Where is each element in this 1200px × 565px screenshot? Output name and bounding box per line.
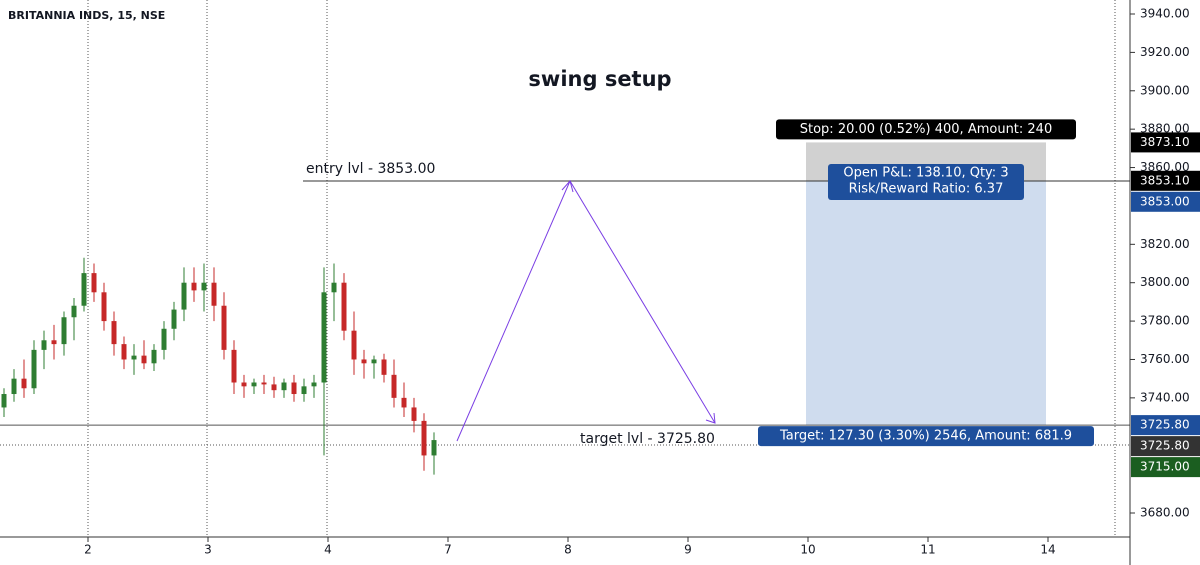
candle-body bbox=[141, 355, 147, 364]
candle-body bbox=[311, 382, 317, 387]
y-tick-label: 3680.00 bbox=[1140, 506, 1190, 520]
candle-body bbox=[21, 378, 27, 389]
pnl-label: Open P&L: 138.10, Qty: 3 bbox=[843, 165, 1008, 180]
price-tag bbox=[1131, 191, 1200, 212]
candle-body bbox=[211, 282, 217, 306]
price-tag-label: 3725.80 bbox=[1140, 439, 1190, 453]
x-tick-label: 9 bbox=[684, 543, 692, 557]
price-tag bbox=[1131, 132, 1200, 153]
candle-body bbox=[191, 282, 197, 291]
y-tick-label: 3880.00 bbox=[1140, 122, 1190, 136]
y-tick-label: 3920.00 bbox=[1140, 45, 1190, 59]
candle-body bbox=[391, 374, 397, 398]
candle-body bbox=[331, 282, 337, 293]
candle-body bbox=[261, 382, 267, 385]
y-tick-label: 3760.00 bbox=[1140, 352, 1190, 366]
x-tick-label: 4 bbox=[324, 543, 332, 557]
candle-body bbox=[411, 407, 417, 421]
y-tick-label: 3900.00 bbox=[1140, 83, 1190, 97]
candle-body bbox=[301, 386, 307, 395]
pnl-box bbox=[828, 163, 1024, 200]
candle-body bbox=[71, 305, 77, 318]
candle-body bbox=[121, 344, 127, 360]
price-tag bbox=[1131, 170, 1200, 191]
x-tick-label: 11 bbox=[920, 543, 935, 557]
candle-body bbox=[61, 317, 67, 345]
arrow-tip bbox=[561, 179, 574, 193]
target-label: target lvl - 3725.80 bbox=[580, 431, 715, 447]
price-tag bbox=[1131, 415, 1200, 436]
candle-body bbox=[401, 397, 407, 408]
candle-body bbox=[341, 282, 347, 331]
candle-body bbox=[421, 420, 427, 456]
target-text: Target: 127.30 (3.30%) 2546, Amount: 681… bbox=[779, 429, 1072, 444]
x-tick-label: 8 bbox=[564, 543, 572, 557]
candle-body bbox=[351, 330, 357, 360]
stop-label: Stop: 20.00 (0.52%) 400, Amount: 240 bbox=[800, 122, 1052, 137]
price-tag bbox=[1131, 436, 1200, 457]
price-tag-label: 3853.10 bbox=[1140, 173, 1190, 187]
candle-body bbox=[81, 273, 87, 306]
candle-body bbox=[41, 340, 47, 350]
target-zone bbox=[806, 180, 1046, 426]
y-tick-label: 3940.00 bbox=[1140, 7, 1190, 21]
x-tick-label: 10 bbox=[800, 543, 815, 557]
x-tick-label: 14 bbox=[1040, 543, 1055, 557]
y-tick-label: 3780.00 bbox=[1140, 314, 1190, 328]
plot-layer: entry lvl - 3853.00 target lvl - 3725.80 S… bbox=[0, 119, 1130, 475]
axis-layer: 3680.00 3740.00 3760.00 3780.00 3800.00 3820.… bbox=[84, 7, 1200, 557]
candle-body bbox=[321, 292, 327, 383]
y-tick-label: 3820.00 bbox=[1140, 237, 1190, 251]
y-tick-label: 3740.00 bbox=[1140, 390, 1190, 404]
candle-body bbox=[91, 273, 97, 293]
candle-body bbox=[221, 305, 227, 350]
ratio-label: Risk/Reward Ratio: 6.37 bbox=[849, 181, 1004, 196]
x-tick-label: 3 bbox=[204, 543, 212, 557]
candle-body bbox=[111, 321, 117, 345]
price-tag-label: 3715.00 bbox=[1140, 460, 1190, 474]
price-tag-label: 3853.00 bbox=[1140, 194, 1190, 208]
candle-body bbox=[151, 349, 157, 364]
x-tick-label: 2 bbox=[84, 543, 92, 557]
candle-body bbox=[171, 309, 177, 329]
candle-body bbox=[131, 355, 137, 360]
y-tick-label: 3860.00 bbox=[1140, 160, 1190, 174]
candle-body bbox=[161, 328, 167, 350]
annotation-title: swing setup bbox=[528, 67, 671, 91]
candle-body bbox=[241, 382, 247, 387]
price-tag bbox=[1131, 457, 1200, 478]
x-tick-label: 7 bbox=[444, 543, 452, 557]
candle-body bbox=[181, 282, 187, 310]
candle-body bbox=[251, 382, 257, 387]
chart-title: BRITANNIA INDS, 15, NSE bbox=[8, 9, 165, 22]
y-tick-label: 3800.00 bbox=[1140, 275, 1190, 289]
candle-body bbox=[201, 282, 207, 291]
candle-body bbox=[231, 349, 237, 383]
candle-body bbox=[1, 394, 7, 408]
price-tag-label: 3873.10 bbox=[1140, 135, 1190, 149]
candle-body bbox=[281, 382, 287, 391]
candle-body bbox=[101, 292, 107, 322]
candle-body bbox=[31, 349, 37, 389]
target-text-box bbox=[758, 426, 1094, 447]
entry-label: entry lvl - 3853.00 bbox=[306, 161, 435, 177]
candle-body bbox=[371, 359, 377, 364]
candle-body bbox=[11, 378, 17, 395]
candle-body bbox=[381, 359, 387, 375]
candle-body bbox=[271, 384, 277, 391]
stop-label-box bbox=[776, 119, 1076, 140]
candle-body bbox=[51, 340, 57, 345]
candle-body bbox=[431, 440, 437, 456]
candle-body bbox=[291, 382, 297, 395]
price-tag-label: 3725.80 bbox=[1140, 418, 1190, 432]
arrow-head bbox=[705, 412, 716, 424]
candle-body bbox=[361, 359, 367, 364]
